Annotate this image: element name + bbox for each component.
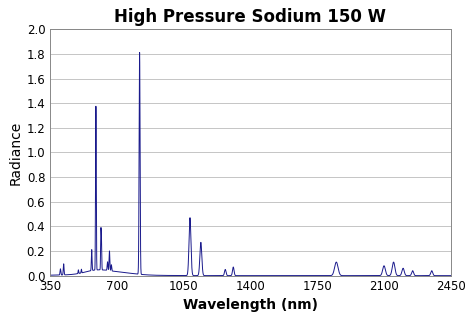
X-axis label: Wavelength (nm): Wavelength (nm) bbox=[183, 298, 318, 312]
Title: High Pressure Sodium 150 W: High Pressure Sodium 150 W bbox=[114, 8, 386, 26]
Y-axis label: Radiance: Radiance bbox=[9, 120, 22, 185]
